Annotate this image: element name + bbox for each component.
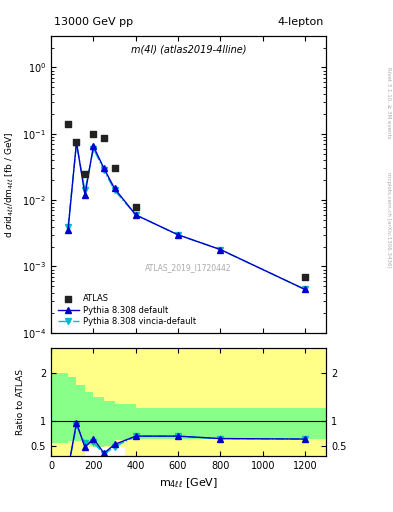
Text: 13000 GeV pp: 13000 GeV pp: [54, 17, 133, 27]
ATLAS: [101, 135, 107, 143]
ATLAS: [65, 120, 71, 128]
Pythia 8.308 default: [83, 192, 87, 198]
Text: m(4l) (atlas2019-4lline): m(4l) (atlas2019-4lline): [131, 45, 246, 55]
Pythia 8.308 default: [102, 165, 107, 172]
Pythia 8.308 vincia-default: [303, 286, 307, 292]
ATLAS: [82, 169, 88, 178]
Pythia 8.308 default: [112, 185, 117, 191]
ATLAS: [90, 130, 97, 138]
ATLAS: [112, 164, 118, 173]
Y-axis label: Ratio to ATLAS: Ratio to ATLAS: [16, 369, 25, 435]
Pythia 8.308 vincia-default: [218, 246, 223, 252]
Line: Pythia 8.308 default: Pythia 8.308 default: [65, 139, 308, 292]
Pythia 8.308 vincia-default: [74, 141, 79, 147]
ATLAS: [302, 273, 308, 281]
ATLAS: [132, 202, 139, 210]
Pythia 8.308 vincia-default: [66, 223, 70, 229]
Text: Rivet 3.1.10, ≥ 3M events: Rivet 3.1.10, ≥ 3M events: [386, 67, 391, 138]
Pythia 8.308 vincia-default: [112, 187, 117, 194]
Pythia 8.308 vincia-default: [83, 187, 87, 194]
Pythia 8.308 default: [91, 143, 96, 150]
Pythia 8.308 default: [218, 246, 223, 252]
Pythia 8.308 vincia-default: [91, 145, 96, 152]
Pythia 8.308 default: [74, 139, 79, 145]
Pythia 8.308 default: [176, 232, 180, 238]
X-axis label: m$_{4\ell\ell}$ [GeV]: m$_{4\ell\ell}$ [GeV]: [159, 476, 218, 490]
Pythia 8.308 vincia-default: [102, 167, 107, 174]
Y-axis label: d $\sigma$id$_{4\ell\ell}$/dm$_{4\ell\ell}$ [fb / GeV]: d $\sigma$id$_{4\ell\ell}$/dm$_{4\ell\el…: [4, 131, 17, 238]
Pythia 8.308 default: [303, 286, 307, 292]
Pythia 8.308 default: [66, 227, 70, 233]
Text: mcplots.cern.ch [arXiv:1306.3436]: mcplots.cern.ch [arXiv:1306.3436]: [386, 173, 391, 268]
Legend: ATLAS, Pythia 8.308 default, Pythia 8.308 vincia-default: ATLAS, Pythia 8.308 default, Pythia 8.30…: [55, 292, 198, 329]
Pythia 8.308 vincia-default: [133, 212, 138, 218]
Text: 4-lepton: 4-lepton: [277, 17, 323, 27]
Line: Pythia 8.308 vincia-default: Pythia 8.308 vincia-default: [65, 141, 308, 292]
Pythia 8.308 default: [133, 212, 138, 218]
Pythia 8.308 vincia-default: [176, 232, 180, 238]
ATLAS: [73, 138, 80, 146]
Text: ATLAS_2019_I1720442: ATLAS_2019_I1720442: [145, 263, 232, 272]
